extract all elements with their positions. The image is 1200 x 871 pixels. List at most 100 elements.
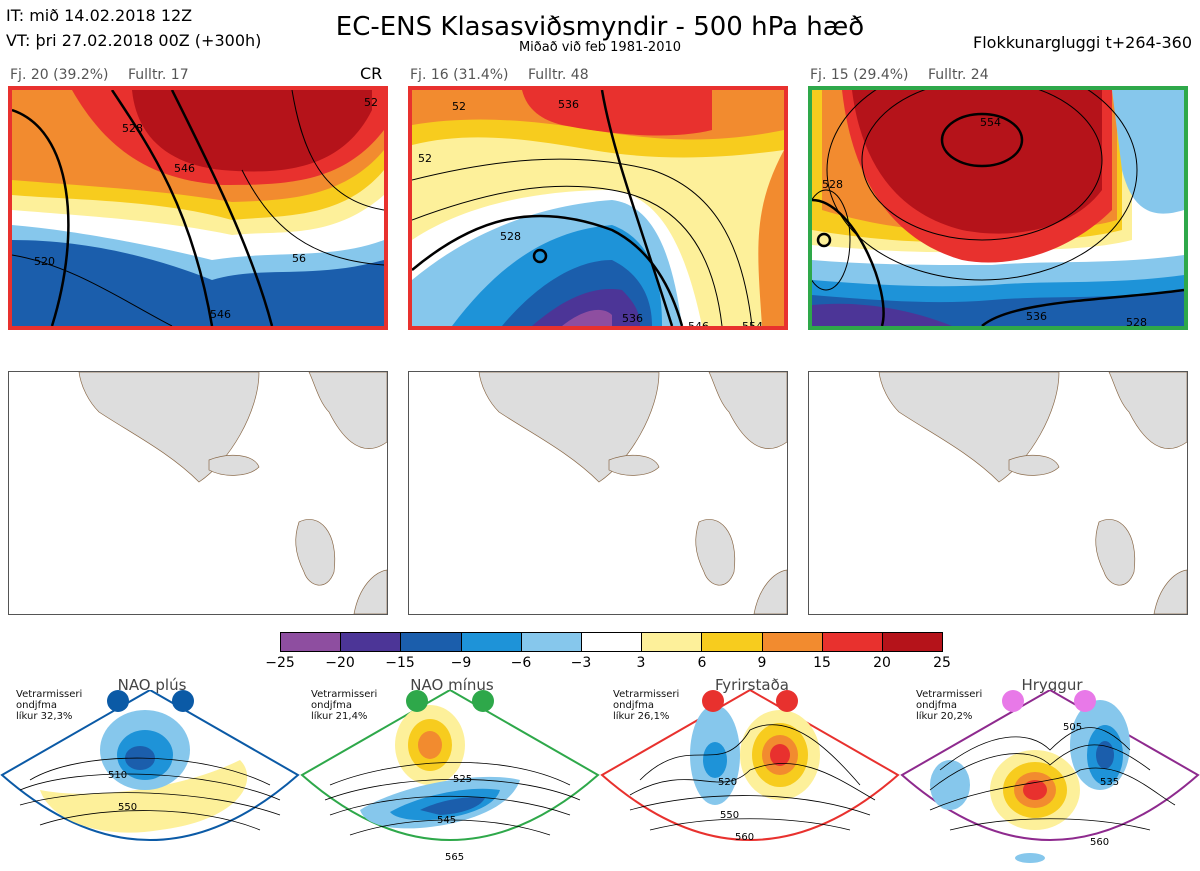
cluster-1-label: Fj. 20 (39.2%)	[10, 67, 109, 83]
regime-2-name: NAO mínus	[410, 676, 494, 694]
contour-label: 510	[108, 770, 127, 781]
regime-marker	[406, 690, 428, 712]
regime-marker	[107, 690, 129, 712]
height-contour	[949, 818, 1151, 831]
europe-shape	[353, 569, 387, 614]
regime-stat-line: Vetrarmisseri	[916, 689, 983, 700]
contour-label: 528	[822, 178, 843, 191]
europe-shape	[753, 569, 787, 614]
contour-label: 520	[34, 255, 55, 268]
anomaly-band	[758, 90, 784, 326]
height-contour	[39, 810, 261, 831]
positive-anomaly	[40, 760, 248, 833]
contour-line	[412, 158, 753, 326]
contour-label: 52	[452, 100, 466, 113]
cluster-1-anomaly-svg: 528 520 546 546 52 56	[12, 90, 384, 326]
contour-label: 550	[720, 810, 739, 821]
contour-line	[861, 90, 1103, 241]
contour-label: 505	[1063, 722, 1082, 733]
europe-shape	[1153, 569, 1187, 614]
contour-label: 560	[735, 832, 754, 843]
regime-stat-line: Vetrarmisseri	[613, 689, 680, 700]
contour-label: 560	[1090, 837, 1109, 848]
height-contour	[649, 818, 851, 831]
regime-marker	[1074, 690, 1096, 712]
colorbar-swatch	[822, 633, 883, 651]
anomaly-band	[132, 90, 372, 172]
land-outline	[478, 372, 787, 614]
regime-3-name: Fyrirstaða	[715, 676, 789, 694]
colorbar-swatch	[281, 633, 342, 651]
colorbar-swatch	[341, 633, 402, 651]
anomaly-band	[852, 90, 1102, 234]
cluster-2-rep: Fulltr. 48	[528, 67, 589, 83]
height-contour	[929, 744, 1151, 791]
contour-label: 52	[364, 96, 378, 109]
iceland-shape	[608, 454, 660, 476]
regime-4-name: Hryggur	[1021, 676, 1083, 694]
regime-stat-line: ondjfma	[613, 700, 654, 711]
contour-line	[291, 90, 384, 211]
negative-anomaly	[930, 760, 970, 810]
height-contour	[19, 773, 281, 801]
contour-line	[241, 169, 384, 266]
colorbar-tick: −25	[265, 655, 295, 671]
negative-anomaly	[420, 797, 485, 815]
contour-label: 52	[418, 152, 432, 165]
regime-2-map: 525 545 565	[300, 690, 600, 863]
page-title: EC-ENS Klasasviðsmyndir - 500 hPa hæð	[335, 12, 865, 42]
greenland-shape	[878, 372, 1060, 483]
contour-line	[412, 185, 723, 326]
contour-label: 546	[688, 320, 709, 326]
contour-line	[812, 198, 885, 326]
colorbar-swatch	[461, 633, 522, 651]
contour-label: 56	[292, 252, 306, 265]
low-center	[816, 232, 832, 248]
scandinavia-shape	[1108, 372, 1187, 449]
contour-label: 525	[453, 774, 472, 785]
contour-label: 554	[742, 320, 763, 326]
blank-map-1	[8, 371, 388, 615]
contour-label: 550	[118, 802, 137, 813]
colorbar-swatch	[401, 633, 462, 651]
cluster-3-map[interactable]: 528 554 536 528	[808, 86, 1188, 330]
negative-anomaly	[1015, 853, 1045, 863]
contour-label: 536	[1026, 310, 1047, 323]
cluster-1-tag: CR	[360, 64, 383, 83]
cluster-2-label: Fj. 16 (31.4%)	[410, 67, 509, 83]
scandinavia-shape	[308, 372, 387, 449]
contour-line	[981, 288, 1184, 326]
negative-anomaly	[703, 742, 727, 778]
regime-marker	[172, 690, 194, 712]
greenland-shape	[478, 372, 660, 483]
british-isles-shape	[1095, 519, 1136, 586]
height-contour	[329, 761, 571, 786]
regime-marker	[472, 690, 494, 712]
cluster-2-map[interactable]: 52 528 536 546 554 536 52	[408, 86, 788, 330]
height-contour	[629, 763, 876, 801]
regime-3-map: 520 550 560	[600, 690, 900, 843]
regime-stat-line: líkur 21,4%	[311, 711, 368, 722]
height-contour	[19, 792, 281, 816]
regime-1-stats: Vetrarmisseri ondjfma líkur 32,3%	[16, 689, 82, 722]
cluster-2-anomaly-svg: 52 528 536 546 554 536 52	[412, 90, 784, 326]
contour-line	[12, 108, 70, 326]
british-isles-shape	[695, 519, 736, 586]
scandinavia-shape	[708, 372, 787, 449]
regime-1-name: NAO plús	[117, 676, 187, 694]
anomaly-band	[1112, 90, 1184, 214]
regime-stat-line: líkur 20,2%	[916, 711, 973, 722]
anomaly-band	[562, 309, 612, 326]
contour-label: 528	[122, 122, 143, 135]
contour-label: 535	[1100, 777, 1119, 788]
colorbar-tick: 6	[697, 655, 707, 671]
cluster-1-map[interactable]: 528 520 546 546 52 56	[8, 86, 388, 330]
negative-anomaly	[1096, 741, 1114, 769]
height-contour	[639, 724, 861, 786]
colorbar-swatch	[762, 633, 823, 651]
contour-label: 546	[210, 308, 231, 321]
contour-label: 545	[437, 815, 456, 826]
contour-line	[600, 90, 674, 326]
height-contour	[929, 767, 1176, 811]
cluster-1-rep: Fulltr. 17	[128, 67, 189, 83]
